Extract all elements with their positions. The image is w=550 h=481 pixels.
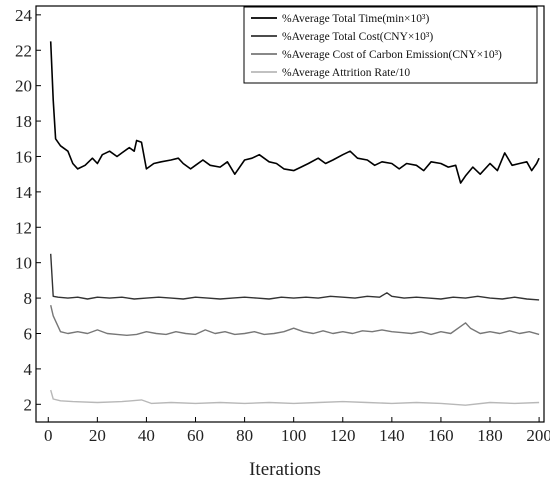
y-tick-label: 12 bbox=[15, 218, 32, 237]
x-axis-title: Iterations bbox=[249, 459, 321, 480]
legend-label-4: %Average Attrition Rate/10 bbox=[282, 67, 410, 79]
y-tick-label: 14 bbox=[15, 183, 33, 202]
legend: %Average Total Time(min×10³) %Average Tot… bbox=[243, 6, 538, 84]
series-line-3 bbox=[50, 305, 540, 336]
x-tick-label: 180 bbox=[477, 426, 503, 445]
legend-label-3: %Average Cost of Carbon Emission(CNY×10³… bbox=[282, 49, 502, 61]
axes-layer: 0 20 40 60 80 100 120 140 160 180 2002468101214161… bbox=[15, 6, 550, 445]
x-tick-label: 140 bbox=[379, 426, 405, 445]
x-tick-label: 200 bbox=[526, 426, 550, 445]
y-tick-label: 4 bbox=[24, 360, 33, 379]
y-tick-label: 24 bbox=[15, 6, 33, 25]
y-tick-label: 18 bbox=[15, 112, 32, 131]
y-tick-label: 6 bbox=[24, 324, 33, 343]
legend-box bbox=[243, 6, 538, 84]
x-tick-label: 120 bbox=[330, 426, 356, 445]
x-tick-label: 160 bbox=[428, 426, 454, 445]
x-tick-label: 100 bbox=[281, 426, 307, 445]
x-tick-label: 0 bbox=[44, 426, 53, 445]
y-tick-label: 22 bbox=[15, 41, 32, 60]
x-tick-label: 40 bbox=[138, 426, 155, 445]
x-tick-label: 80 bbox=[236, 426, 253, 445]
series-line-2 bbox=[50, 253, 540, 301]
y-tick-label: 20 bbox=[15, 77, 32, 96]
legend-label-2: %Average Total Cost(CNY×10³) bbox=[282, 31, 433, 43]
series-layer bbox=[49, 41, 540, 406]
y-tick-label: 8 bbox=[24, 289, 33, 308]
plot-frame bbox=[35, 5, 545, 423]
series-line-4 bbox=[50, 389, 540, 406]
x-tick-label: 20 bbox=[89, 426, 106, 445]
y-tick-label: 10 bbox=[15, 254, 32, 273]
legend-label-1: %Average Total Time(min×10³) bbox=[282, 13, 429, 25]
y-tick-label: 2 bbox=[24, 395, 33, 414]
y-tick-label: 16 bbox=[15, 147, 32, 166]
x-tick-label: 60 bbox=[187, 426, 204, 445]
series-line-1 bbox=[49, 41, 540, 184]
